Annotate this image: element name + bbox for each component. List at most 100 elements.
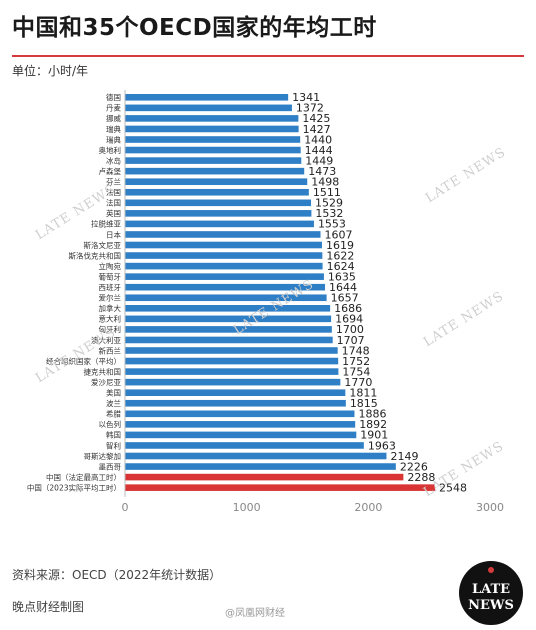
- category-label: 经合组织国家（平均）: [46, 356, 121, 366]
- x-tick-label: 3000: [476, 501, 504, 514]
- category-label: 中国（法定最高工时）: [46, 472, 121, 482]
- bar: [125, 210, 312, 217]
- value-label: 1754: [342, 365, 370, 378]
- title-divider: [12, 55, 524, 57]
- bar: [125, 136, 301, 143]
- bar: [125, 231, 321, 238]
- category-label: 以色列: [99, 419, 122, 429]
- value-label: 1644: [329, 281, 357, 294]
- value-label: 2288: [407, 471, 435, 484]
- category-label: 法国: [106, 187, 121, 197]
- bar: [125, 157, 302, 164]
- value-label: 1427: [303, 123, 331, 136]
- logo-line1: LATE: [472, 582, 510, 597]
- bar: [125, 283, 326, 291]
- value-label: 1963: [368, 439, 396, 452]
- value-label: 1707: [337, 334, 365, 347]
- value-label: 1901: [360, 429, 388, 442]
- category-label: 哥斯达黎加: [84, 451, 122, 461]
- value-label: 1341: [292, 91, 320, 104]
- category-label: 爱尔兰: [99, 293, 122, 303]
- bar: [125, 315, 332, 323]
- value-label: 1425: [302, 112, 330, 125]
- category-label: 日本: [106, 229, 121, 239]
- x-tick-label: 2000: [354, 501, 382, 514]
- bar: [125, 188, 309, 196]
- category-label: 捷克共和国: [84, 366, 122, 376]
- value-label: 1657: [331, 292, 359, 305]
- value-label: 1886: [358, 408, 386, 421]
- credit-note: 晚点财经制图: [12, 600, 85, 614]
- bar: [125, 146, 301, 154]
- bar: [125, 326, 332, 333]
- value-label: 2548: [439, 481, 467, 494]
- category-label: 英国: [106, 208, 121, 218]
- category-label: 希腊: [106, 409, 121, 419]
- category-label: 美国: [106, 388, 121, 398]
- category-label: 韩国: [106, 430, 121, 440]
- value-label: 1815: [350, 397, 378, 410]
- bar: [125, 94, 289, 101]
- category-label: 芬兰: [106, 177, 121, 187]
- bar: [125, 305, 331, 312]
- category-label: 斯洛伐克共和国: [69, 250, 122, 260]
- value-label: 1553: [318, 218, 346, 231]
- category-label: 丹麦: [106, 103, 121, 113]
- category-label: 西班牙: [99, 282, 122, 292]
- bar: [125, 262, 323, 270]
- bar: [125, 252, 323, 259]
- category-label: 德国: [106, 92, 121, 102]
- bar: [125, 199, 312, 207]
- value-label: 1473: [308, 165, 336, 178]
- bar: [125, 368, 339, 375]
- value-label: 1694: [335, 313, 363, 326]
- value-label: 2226: [400, 460, 428, 473]
- category-label: 匈牙利: [99, 324, 122, 334]
- bar: [125, 125, 299, 133]
- category-label: 加拿大: [99, 303, 122, 313]
- category-label: 瑞典: [106, 124, 121, 134]
- value-label: 1619: [326, 239, 354, 252]
- bar: [125, 273, 324, 280]
- x-tick-label: 0: [122, 501, 129, 514]
- category-label: 拉脱维亚: [91, 219, 121, 229]
- category-label: 冰岛: [106, 155, 121, 165]
- category-label: 智利: [106, 440, 121, 450]
- category-label: 卢森堡: [99, 166, 122, 176]
- value-label: 1770: [344, 376, 372, 389]
- bar: [125, 167, 305, 175]
- bar: [125, 389, 346, 396]
- value-label: 1511: [313, 186, 341, 199]
- source-note: 资料来源：OECD（2022年统计数据）: [12, 568, 222, 582]
- value-label: 1811: [349, 387, 377, 400]
- x-tick-label: 1000: [233, 501, 261, 514]
- value-label: 1607: [325, 228, 353, 241]
- category-label: 挪威: [106, 113, 121, 123]
- value-label: 1635: [328, 270, 356, 283]
- bar: [125, 421, 356, 428]
- category-label: 波兰: [106, 398, 121, 408]
- chart-title: 中国和35个OECD国家的年均工时: [12, 15, 377, 41]
- category-label: 中国（2023实际平均工时）: [27, 482, 121, 492]
- weibo-watermark: @凤凰网财经: [225, 608, 285, 619]
- bar: [125, 473, 404, 481]
- value-label: 1532: [315, 207, 343, 220]
- category-label: 法国: [106, 198, 121, 208]
- bar: [125, 378, 341, 386]
- unit-label: 单位：小时/年: [12, 64, 89, 78]
- bar: [125, 399, 346, 407]
- bar: [125, 410, 355, 418]
- value-label: 2149: [390, 450, 418, 463]
- bar: [125, 442, 364, 449]
- value-label: 1529: [315, 197, 343, 210]
- value-label: 1449: [305, 154, 333, 167]
- category-label: 立陶宛: [99, 261, 122, 271]
- category-label: 澳大利亚: [91, 335, 121, 345]
- category-label: 墨西哥: [99, 462, 122, 471]
- logo-line2: NEWS: [468, 598, 514, 613]
- bar: [125, 294, 327, 302]
- category-label: 奥地利: [99, 145, 122, 155]
- bar: [125, 484, 436, 491]
- bar: [125, 104, 292, 112]
- bar: [125, 336, 333, 344]
